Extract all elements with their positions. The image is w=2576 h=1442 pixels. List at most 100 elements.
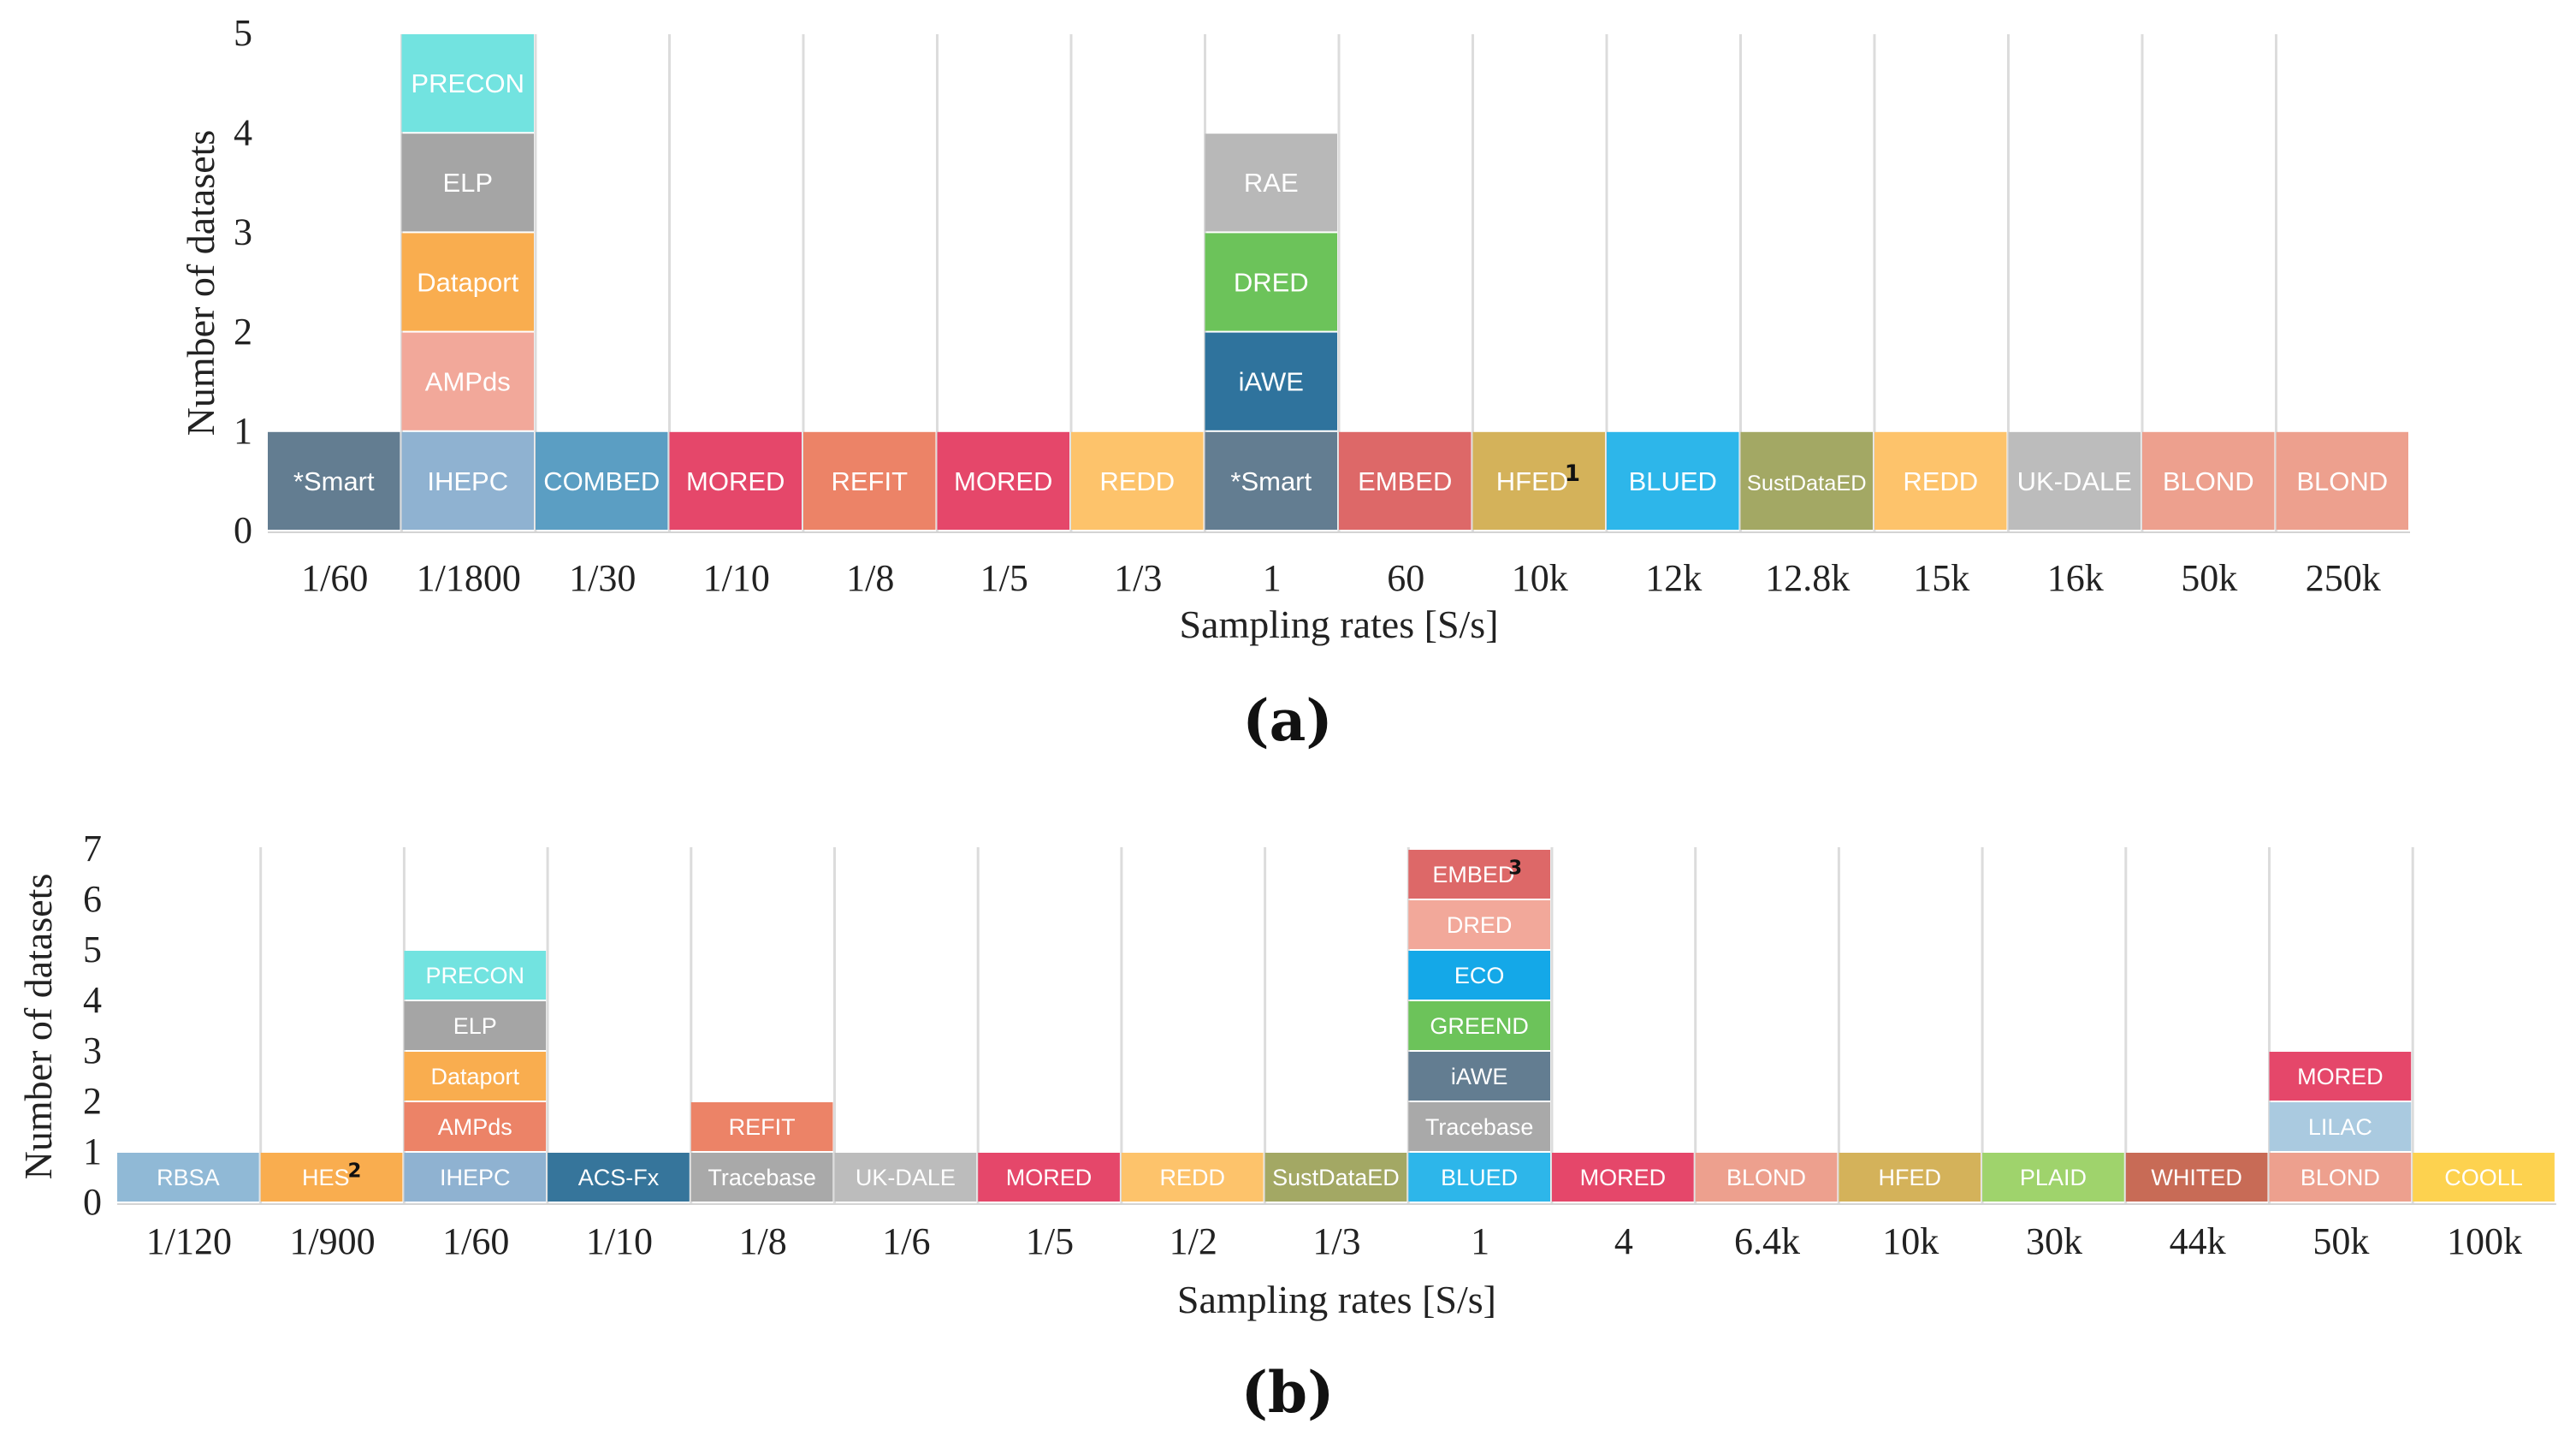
segment-label: Tracebase <box>1425 1114 1534 1140</box>
segment-label: PRECON <box>411 68 524 98</box>
segment-label: MORED <box>686 466 785 496</box>
bar-segment <box>1205 233 1337 331</box>
segment-label: COMBED <box>543 466 660 496</box>
x-tick-label: 250k <box>2306 557 2381 599</box>
x-tick-label: 30k <box>2026 1220 2082 1262</box>
x-tick-label: 10k <box>1882 1220 1939 1262</box>
x-tick-label: 50k <box>2181 557 2237 599</box>
y-axis-title: Number of datasets <box>16 874 60 1180</box>
bar-segment <box>1408 850 1550 899</box>
panel-label: (b) <box>1241 1359 1335 1426</box>
bar-segment <box>1071 431 1204 530</box>
y-tick-label: 5 <box>83 929 102 970</box>
segment-label: Tracebase <box>708 1165 816 1190</box>
bar-segment <box>1205 332 1337 430</box>
bar-segment <box>1408 1052 1550 1101</box>
x-tick-label: 16k <box>2047 557 2104 599</box>
segment-label: BLUED <box>1629 466 1717 496</box>
bar-segment <box>404 1102 547 1151</box>
segment-label: *Smart <box>293 466 375 496</box>
bar-segment <box>1205 431 1337 530</box>
x-tick-label: 1/3 <box>1312 1220 1360 1262</box>
bar-segment <box>2269 1102 2412 1151</box>
segment-label: REDD <box>1903 466 1978 496</box>
segment-label: COOLL <box>2444 1165 2523 1190</box>
y-tick-label: 4 <box>83 979 102 1021</box>
x-tick-label: 1/3 <box>1114 557 1162 599</box>
bar-segment <box>401 332 534 430</box>
x-tick-label: 1/2 <box>1170 1220 1217 1262</box>
bar-segment <box>2276 431 2408 530</box>
segment-label: BLOND <box>2301 1165 2380 1190</box>
segment-label: HFED <box>1879 1165 1942 1190</box>
bar-segment <box>404 1001 547 1050</box>
bar-segment <box>1408 951 1550 1000</box>
y-tick-label: 1 <box>83 1130 102 1172</box>
segment-label: iAWE <box>1451 1064 1508 1089</box>
segment-label: MORED <box>954 466 1052 496</box>
segment-label: REDD <box>1159 1165 1225 1190</box>
x-tick-label: 1/10 <box>586 1220 653 1262</box>
footnote-marker: 2 <box>347 1160 361 1183</box>
bar-segment <box>2008 431 2141 530</box>
segment-label: IHEPC <box>427 466 508 496</box>
x-tick-label: 1/120 <box>146 1220 232 1262</box>
segment-label: RAE <box>1244 168 1299 198</box>
bar-segment <box>401 34 534 133</box>
x-tick-label: 1/6 <box>882 1220 930 1262</box>
segment-label: ELP <box>442 168 493 198</box>
x-tick-label: 1/10 <box>703 557 770 599</box>
segment-label: AMPds <box>425 367 511 397</box>
bar-segment <box>1740 431 1873 530</box>
y-tick-label: 5 <box>234 12 252 54</box>
y-tick-label: 0 <box>234 509 252 551</box>
segment-label: UK-DALE <box>856 1165 956 1190</box>
bar-segment <box>834 1153 977 1202</box>
y-tick-label: 6 <box>83 878 102 920</box>
segment-label: HFED <box>1496 466 1568 496</box>
bar-segment <box>1408 1001 1550 1050</box>
bar-segment <box>404 1052 547 1101</box>
segment-label: ECO <box>1454 963 1505 988</box>
segment-label: iAWE <box>1239 367 1304 397</box>
segment-label: MORED <box>1006 1165 1093 1190</box>
footnote-marker: 1 <box>1565 461 1580 487</box>
bar-segment <box>1339 431 1472 530</box>
segment-label: ELP <box>453 1013 497 1039</box>
bar-segment <box>978 1153 1120 1202</box>
bar-segment <box>1982 1153 2124 1202</box>
bar-segment <box>1408 1102 1550 1151</box>
segment-label: REFIT <box>729 1114 796 1140</box>
x-tick-label: 1/5 <box>980 557 1028 599</box>
segment-label: BLOND <box>2296 466 2388 496</box>
bar-segment <box>548 1153 690 1202</box>
segment-label: IHEPC <box>440 1165 511 1190</box>
bar-segment <box>1264 1153 1407 1202</box>
segment-label: WHITED <box>2151 1165 2241 1190</box>
segment-label: EMBED <box>1432 862 1514 887</box>
segment-label: PRECON <box>425 963 524 988</box>
segment-label: BLOND <box>2163 466 2254 496</box>
bar-segment <box>404 951 547 1000</box>
bar-segment <box>669 431 802 530</box>
x-tick-label: 15k <box>1913 557 1969 599</box>
segment-label: UK-DALE <box>2017 466 2132 496</box>
x-tick-label: 1/900 <box>289 1220 375 1262</box>
y-axis-title: Number of datasets <box>179 130 222 436</box>
bar-segment <box>1839 1153 1981 1202</box>
segment-label: REFIT <box>831 466 908 496</box>
x-tick-label: 12k <box>1645 557 1702 599</box>
bar-segment <box>401 233 534 331</box>
x-tick-label: 1 <box>1263 557 1282 599</box>
panel-label: (a) <box>1242 687 1332 754</box>
x-tick-label: 4 <box>1614 1220 1633 1262</box>
footnote-marker: 3 <box>1508 857 1522 880</box>
segment-label: SustDataED <box>1747 472 1867 496</box>
bar-segment <box>404 1153 547 1202</box>
bar-segment <box>2269 1153 2412 1202</box>
y-tick-label: 0 <box>83 1181 102 1223</box>
segment-label: BLUED <box>1441 1165 1518 1190</box>
bar-segment <box>1121 1153 1264 1202</box>
segment-label: GREEND <box>1430 1013 1529 1039</box>
